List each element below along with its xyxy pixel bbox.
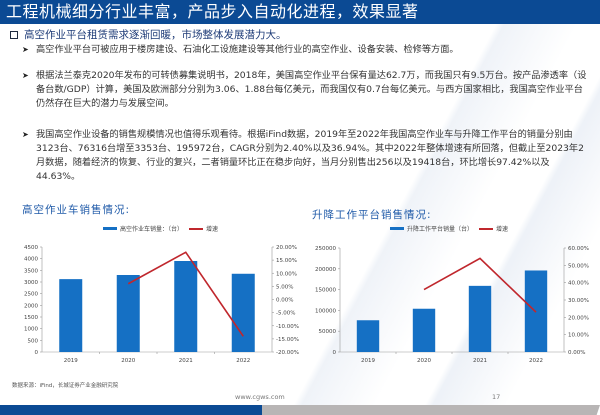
svg-text:3500: 3500	[24, 268, 38, 274]
svg-text:2020: 2020	[121, 358, 135, 364]
svg-text:15.00%: 15.00%	[276, 258, 297, 264]
svg-text:1500: 1500	[24, 315, 38, 321]
svg-text:150000: 150000	[315, 288, 336, 294]
svg-text:2000: 2000	[24, 303, 38, 309]
svg-text:40.00%: 40.00%	[568, 281, 589, 287]
svg-text:20.00%: 20.00%	[568, 315, 589, 321]
legend-item-line: 增速	[479, 224, 508, 233]
svg-text:0: 0	[333, 350, 337, 356]
sales-chart-aerial-vehicles: 0 500 1000 1500 2000 2500 3000 3500 4000 4500 -20.…	[24, 245, 299, 364]
chart-title-right: 升降工作平台销售情况:	[312, 209, 432, 221]
chart-legend-right: 升降工作平台销量（台） 增速	[390, 224, 508, 233]
sales-chart-lifting-platforms: 0 50000 100000 150000 200000 250000 0.00% 10.00…	[315, 246, 589, 364]
bullet-text: 我国高空作业设备的销售规模情况也值得乐观看待。根据iFind数据，2019年至2…	[36, 129, 584, 182]
svg-text:5.00%: 5.00%	[276, 284, 293, 290]
svg-text:0.00%: 0.00%	[568, 350, 585, 356]
svg-text:4500: 4500	[24, 245, 38, 251]
svg-text:60.00%: 60.00%	[568, 246, 589, 252]
legend-label: 增速	[206, 226, 219, 233]
svg-text:10.00%: 10.00%	[276, 271, 297, 277]
legend-label: 高空作业车销量：（台）	[120, 226, 184, 233]
svg-text:2022: 2022	[529, 358, 543, 364]
bar-swatch-icon	[103, 227, 117, 230]
svg-text:4000: 4000	[24, 257, 38, 263]
website-link[interactable]: www.cgws.com	[235, 393, 285, 401]
bullet-item: ➤ 根据法兰泰克2020年发布的可转债募集说明书，2018年，美国高空作业平台保…	[22, 69, 587, 111]
svg-text:250000: 250000	[315, 246, 336, 252]
chart-legend-left: 高空作业车销量：（台） 增速	[103, 224, 218, 233]
svg-text:3000: 3000	[24, 280, 38, 286]
legend-label: 升降工作平台销量（台）	[407, 226, 474, 233]
svg-text:2021: 2021	[179, 358, 193, 364]
svg-text:-20.00%: -20.00%	[276, 350, 299, 356]
svg-text:100000: 100000	[315, 308, 336, 314]
svg-text:500: 500	[28, 338, 39, 344]
page-number: 17	[492, 393, 501, 401]
page-title: 工程机械细分行业丰富，产品步入自动化进程，效果显著	[0, 0, 600, 24]
svg-text:0.00%: 0.00%	[276, 298, 293, 304]
footer-bar-gray	[262, 405, 600, 415]
legend-item-line: 增速	[189, 224, 218, 233]
line-swatch-icon	[479, 227, 494, 230]
line-swatch-icon	[189, 227, 204, 230]
svg-text:-5.00%: -5.00%	[276, 311, 295, 317]
svg-text:200000: 200000	[315, 267, 336, 273]
section-heading: 高空作业平台租赁需求逐渐回暖，市场整体发展潜力大。	[10, 27, 287, 42]
legend-label: 增速	[496, 226, 509, 233]
arrow-bullet-icon: ➤	[22, 45, 29, 54]
data-source-note: 数据来源：iFind，长城证券产业金融研究院	[12, 383, 119, 389]
legend-item-bar: 升降工作平台销量（台）	[390, 224, 473, 233]
svg-text:0: 0	[35, 350, 39, 356]
bar-swatch-icon	[390, 227, 404, 230]
bullet-item: ➤ 高空作业平台可被应用于楼房建设、石油化工设施建设等其他行业的高空作业、设备安…	[22, 43, 587, 57]
svg-text:50000: 50000	[319, 329, 337, 335]
arrow-bullet-icon: ➤	[22, 130, 29, 139]
svg-text:-15.00%: -15.00%	[276, 337, 299, 343]
svg-text:2019: 2019	[64, 358, 78, 364]
svg-text:2022: 2022	[236, 358, 250, 364]
square-bullet-icon	[10, 30, 18, 39]
svg-text:1000: 1000	[24, 327, 38, 333]
svg-text:30.00%: 30.00%	[568, 298, 589, 304]
bullet-item: ➤ 我国高空作业设备的销售规模情况也值得乐观看待。根据iFind数据，2019年…	[22, 128, 587, 184]
bullet-text: 高空作业平台可被应用于楼房建设、石油化工设施建设等其他行业的高空作业、设备安装、…	[36, 44, 459, 55]
legend-item-bar: 高空作业车销量：（台）	[103, 224, 183, 233]
footer-bar-blue	[0, 405, 262, 415]
svg-text:-10.00%: -10.00%	[276, 324, 299, 330]
svg-text:2021: 2021	[473, 358, 487, 364]
svg-text:2500: 2500	[24, 292, 38, 298]
arrow-bullet-icon: ➤	[22, 71, 29, 80]
svg-text:2020: 2020	[417, 358, 431, 364]
svg-text:2019: 2019	[361, 358, 375, 364]
svg-text:20.00%: 20.00%	[276, 245, 297, 251]
section-heading-text: 高空作业平台租赁需求逐渐回暖，市场整体发展潜力大。	[24, 29, 287, 41]
bullet-text: 根据法兰泰克2020年发布的可转债募集说明书，2018年，美国高空作业平台保有量…	[36, 70, 587, 109]
chart-title-left: 高空作业车销售情况:	[22, 204, 131, 216]
svg-text:50.00%: 50.00%	[568, 263, 589, 269]
svg-text:10.00%: 10.00%	[568, 333, 589, 339]
